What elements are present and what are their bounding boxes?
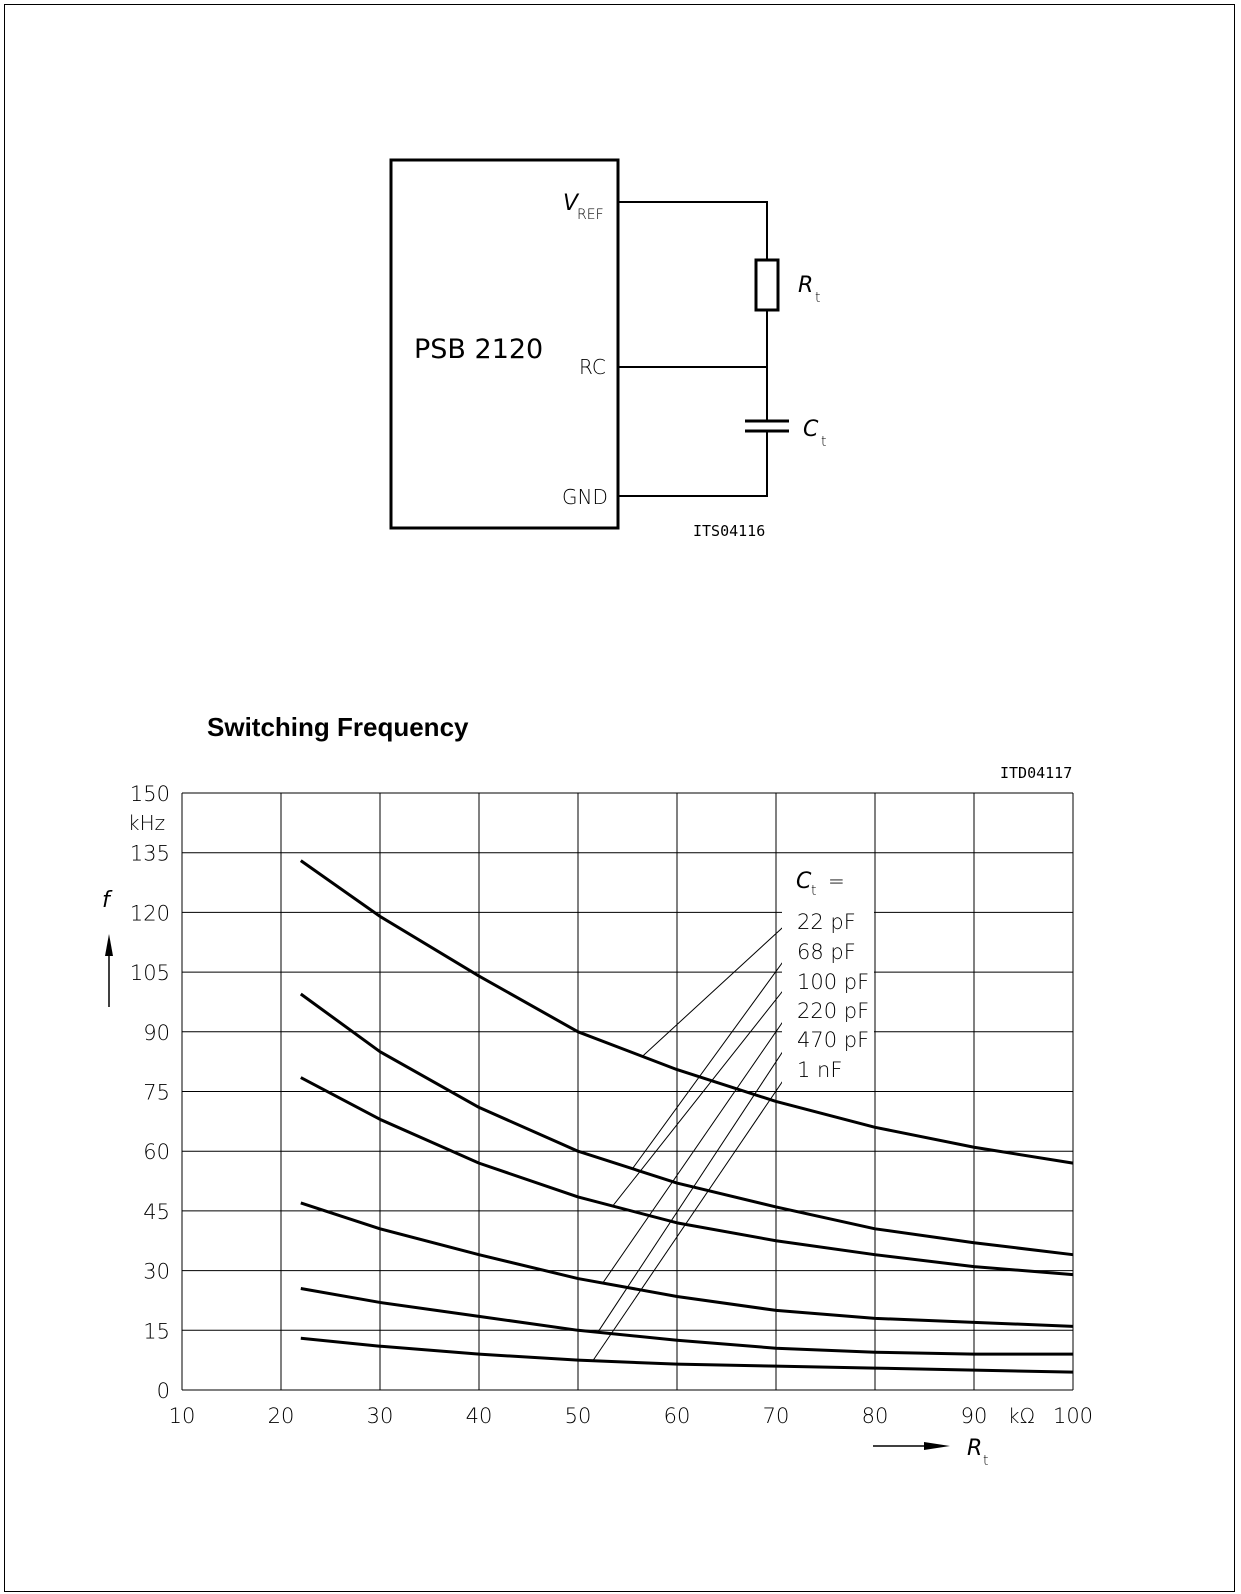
x-axis-arrow <box>873 1442 950 1450</box>
x-tick-label: 70 <box>763 1404 790 1428</box>
y-tick-label: 135 <box>130 842 170 866</box>
y-axis-arrow <box>105 934 113 1007</box>
y-tick-labels: 0 15 30 45 60 75 90 105 120 135 150 <box>130 782 170 1403</box>
x-tick-label: 10 <box>169 1404 196 1428</box>
y-tick-label: 60 <box>143 1140 170 1164</box>
series-lines <box>299 859 1074 1374</box>
legend-label-4: 220 pF <box>797 999 869 1023</box>
y-tick-label: 30 <box>143 1260 170 1284</box>
x-tick-label: 100 <box>1053 1404 1093 1428</box>
chart-grid <box>181 792 1074 1391</box>
legend-background <box>782 863 874 1083</box>
y-tick-label: 120 <box>130 901 170 925</box>
legend-leader-6 <box>592 1065 794 1362</box>
ic-name: PSB 2120 <box>414 334 543 365</box>
x-tick-label: 50 <box>565 1404 592 1428</box>
x-tick-label: 30 <box>367 1404 394 1428</box>
y-tick-label: 90 <box>143 1021 170 1045</box>
series-line-1 <box>299 859 1074 1165</box>
legend-label-5: 470 pF <box>797 1028 869 1052</box>
chart-figure-id: ITD04117 <box>1000 764 1072 782</box>
y-tick-label: 150 <box>130 782 170 806</box>
x-tick-label: 80 <box>862 1404 889 1428</box>
x-axis-unit: kΩ <box>1008 1404 1035 1428</box>
series-line-2 <box>299 992 1074 1257</box>
capacitor-label: C <box>803 417 819 442</box>
y-tick-label: 0 <box>157 1379 170 1403</box>
x-tick-labels: 10 20 30 40 50 60 70 80 90 100 <box>169 1404 1093 1428</box>
legend-header-subscript: t <box>811 883 817 899</box>
y-axis-label: f <box>102 888 113 913</box>
legend-label-2: 68 pF <box>797 940 856 964</box>
ic-box <box>389 158 620 530</box>
circuit-figure-id: ITS04116 <box>693 522 765 540</box>
legend-label-1: 22 pF <box>797 910 856 934</box>
legend-header-symbol: C <box>796 869 812 894</box>
capacitor-subscript: t <box>821 434 827 450</box>
legend-leader-4 <box>602 1006 794 1284</box>
resistor-label: R <box>798 273 813 298</box>
x-axis-label-subscript: t <box>983 1453 989 1469</box>
circuit-wires <box>618 201 768 497</box>
y-axis-unit: kHz <box>128 811 165 835</box>
y-tick-label: 75 <box>143 1081 170 1105</box>
pin-rc-label: RC <box>579 355 606 379</box>
chart-legend: C t = 22 pF 68 pF 100 pF 220 pF 470 pF 1 nF <box>796 869 869 1082</box>
y-tick-label: 105 <box>130 961 170 985</box>
x-axis-label: R <box>967 1436 982 1461</box>
x-tick-label: 20 <box>268 1404 295 1428</box>
pin-gnd-label: GND <box>562 485 608 509</box>
page-border <box>4 4 1235 1592</box>
y-tick-label: 45 <box>143 1200 170 1224</box>
legend-leader-1 <box>642 917 794 1057</box>
pin-vref-subscript: REF <box>577 207 604 223</box>
series-line-6 <box>300 1336 1074 1374</box>
y-tick-label: 15 <box>143 1319 170 1343</box>
series-line-3 <box>300 1076 1074 1277</box>
x-tick-label: 60 <box>664 1404 691 1428</box>
legend-label-3: 100 pF <box>797 970 869 994</box>
pin-vref-label: V <box>563 191 580 216</box>
x-tick-label: 40 <box>466 1404 493 1428</box>
section-title: Switching Frequency <box>207 712 469 742</box>
series-line-4 <box>300 1201 1074 1328</box>
legend-leader-lines <box>592 917 794 1362</box>
series-line-5 <box>300 1287 1073 1356</box>
resistor-rt <box>754 258 780 312</box>
capacitor-ct <box>745 419 789 433</box>
legend-label-6: 1 nF <box>797 1058 842 1082</box>
legend-header-equals: = <box>828 869 845 893</box>
legend-leader-2 <box>632 947 794 1170</box>
resistor-subscript: t <box>815 290 821 306</box>
legend-leader-5 <box>597 1035 794 1333</box>
legend-leader-3 <box>612 977 794 1207</box>
x-tick-label: 90 <box>961 1404 988 1428</box>
